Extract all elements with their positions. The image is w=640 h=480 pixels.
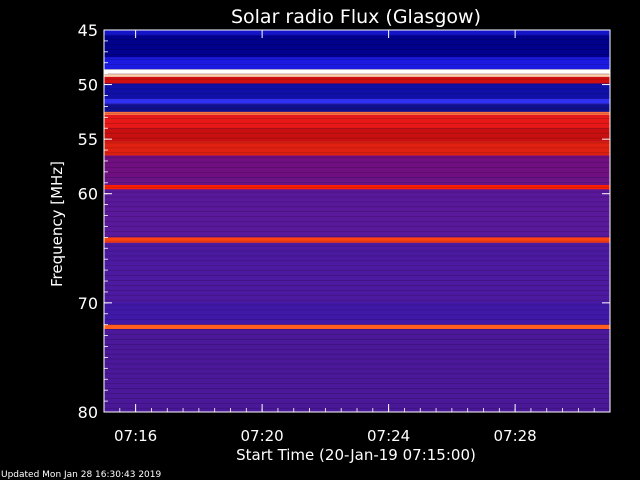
frequency-band-4 <box>104 73 610 77</box>
y-tick-label: 70 <box>78 294 98 313</box>
frequency-band-17 <box>104 237 610 243</box>
frequency-band-9 <box>104 111 610 116</box>
frequency-band-20 <box>104 324 610 330</box>
x-tick-label: 07:16 <box>114 427 157 445</box>
frequency-band-16 <box>104 189 610 238</box>
y-tick-labels: 45 50 55 60 70 80 <box>78 21 98 422</box>
x-tick-label: 07:24 <box>367 427 410 445</box>
y-axis-label: Frequency [MHz] <box>48 161 66 287</box>
frequency-band-7 <box>104 98 610 105</box>
frequency-band-19 <box>104 302 610 325</box>
frequency-band-21 <box>104 329 610 412</box>
frequency-band-15 <box>104 184 610 190</box>
x-tick-label: 07:20 <box>241 427 284 445</box>
frequency-band-14 <box>104 177 610 185</box>
frequency-band-2 <box>104 57 610 70</box>
spectrogram-bands <box>104 29 610 412</box>
frequency-band-5 <box>104 76 610 84</box>
x-axis-label: Start Time (20-Jan-19 07:15:00) <box>236 446 476 464</box>
frequency-band-8 <box>104 104 610 112</box>
y-tick-label: 50 <box>78 76 98 95</box>
frequency-band-10 <box>104 115 610 129</box>
frequency-band-3 <box>104 69 610 74</box>
frequency-band-18 <box>104 242 610 303</box>
x-tick-labels: 07:16 07:20 07:24 07:28 <box>114 427 537 445</box>
frequency-band-13 <box>104 155 610 178</box>
frequency-band-6 <box>104 83 610 99</box>
x-tick-label: 07:28 <box>494 427 537 445</box>
y-tick-label: 80 <box>78 403 98 422</box>
plot-axes <box>103 29 611 413</box>
y-tick-label: 60 <box>78 185 98 204</box>
y-tick-label: 55 <box>78 130 98 149</box>
frequency-band-11 <box>104 128 610 142</box>
y-tick-label: 45 <box>78 21 98 40</box>
frequency-band-1 <box>104 35 610 58</box>
frequency-band-12 <box>104 141 610 156</box>
frequency-band-0 <box>104 30 610 36</box>
chart-title: Solar radio Flux (Glasgow) <box>231 6 481 28</box>
updated-timestamp: Updated Mon Jan 28 16:30:43 2019 <box>1 470 162 480</box>
